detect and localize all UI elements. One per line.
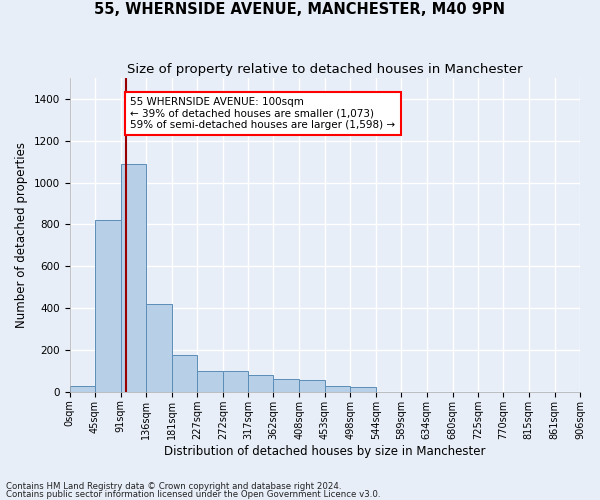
Bar [223, 371, 248, 392]
Bar [172, 355, 197, 392]
Title: Size of property relative to detached houses in Manchester: Size of property relative to detached ho… [127, 62, 523, 76]
Text: Contains public sector information licensed under the Open Government Licence v3: Contains public sector information licen… [6, 490, 380, 499]
Bar [325, 386, 350, 392]
Bar [274, 380, 299, 392]
Bar [197, 371, 223, 392]
Bar [121, 164, 146, 392]
Bar [95, 220, 121, 392]
Bar [146, 304, 172, 392]
Bar [70, 386, 95, 392]
Bar [350, 386, 376, 392]
Text: 55, WHERNSIDE AVENUE, MANCHESTER, M40 9PN: 55, WHERNSIDE AVENUE, MANCHESTER, M40 9P… [95, 2, 505, 18]
X-axis label: Distribution of detached houses by size in Manchester: Distribution of detached houses by size … [164, 444, 485, 458]
Bar [248, 375, 274, 392]
Bar [299, 380, 325, 392]
Text: 55 WHERNSIDE AVENUE: 100sqm
← 39% of detached houses are smaller (1,073)
59% of : 55 WHERNSIDE AVENUE: 100sqm ← 39% of det… [130, 97, 395, 130]
Y-axis label: Number of detached properties: Number of detached properties [15, 142, 28, 328]
Text: Contains HM Land Registry data © Crown copyright and database right 2024.: Contains HM Land Registry data © Crown c… [6, 482, 341, 491]
